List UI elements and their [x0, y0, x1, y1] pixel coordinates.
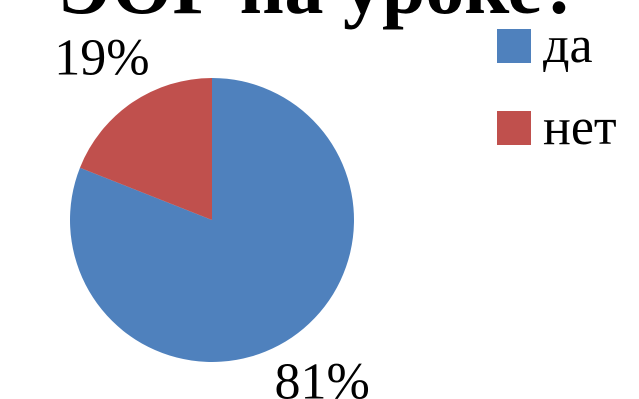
legend: да нет	[497, 9, 617, 173]
pie-slice-yes	[70, 78, 355, 363]
legend-item-no: нет	[497, 91, 617, 165]
legend-label-yes: да	[543, 17, 593, 74]
pie-slice-no	[79, 78, 212, 220]
legend-swatch-yes	[497, 29, 531, 63]
legend-item-yes: да	[497, 9, 617, 83]
data-label-yes: 81%	[274, 354, 369, 399]
legend-label-no: нет	[543, 99, 617, 156]
legend-swatch-no	[497, 111, 531, 145]
data-label-no: 19%	[54, 29, 149, 86]
chart-title: ЭОР на уроке?	[0, 0, 639, 26]
